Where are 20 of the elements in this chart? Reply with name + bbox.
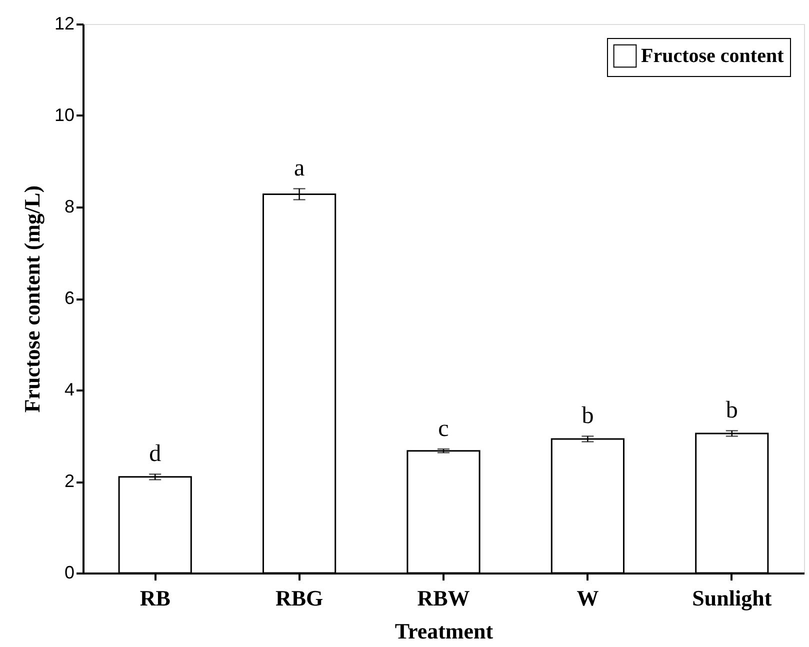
y-tick-label: 6 [64, 288, 74, 308]
x-tick-label: W [576, 586, 599, 610]
annotation: b [582, 403, 594, 430]
annotation: a [294, 156, 305, 182]
y-tick-label: 12 [54, 14, 74, 34]
y-tick-label: 0 [64, 562, 74, 582]
x-tick-label: Sunlight [692, 586, 772, 610]
x-tick-label: RBW [417, 586, 470, 610]
y-axis-title: Fructose content (mg/L) [19, 185, 44, 413]
y-tick-label: 10 [54, 105, 74, 125]
x-tick-label: RB [140, 586, 171, 610]
annotation: c [438, 416, 449, 442]
annotation: d [149, 441, 162, 468]
y-tick-label: 2 [64, 471, 74, 491]
y-tick-label: 8 [64, 196, 74, 216]
x-tick-label: RBG [275, 586, 324, 610]
x-axis-title: Treatment [394, 618, 494, 644]
annotation: b [726, 398, 738, 424]
y-tick-label: 4 [64, 380, 74, 400]
legend-label: Fructose content [641, 45, 784, 67]
